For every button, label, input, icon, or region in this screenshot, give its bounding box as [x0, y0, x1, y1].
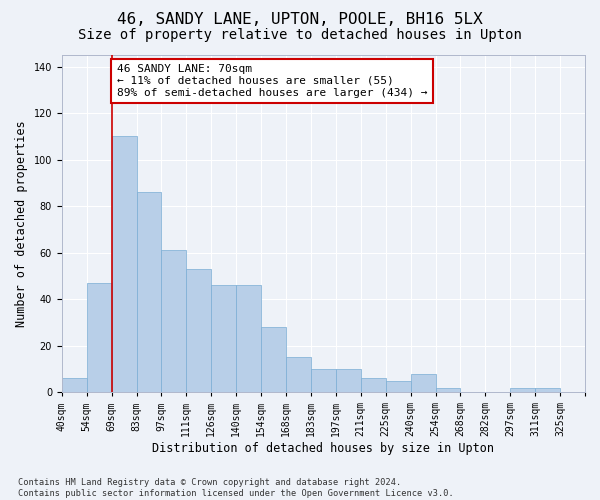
- Text: 46 SANDY LANE: 70sqm
← 11% of detached houses are smaller (55)
89% of semi-detac: 46 SANDY LANE: 70sqm ← 11% of detached h…: [116, 64, 427, 98]
- Bar: [62, 378, 86, 392]
- Bar: [211, 285, 236, 392]
- Bar: [86, 283, 112, 392]
- Bar: [236, 285, 261, 392]
- Bar: [361, 378, 386, 392]
- Bar: [336, 369, 361, 392]
- Bar: [386, 380, 410, 392]
- Bar: [286, 358, 311, 392]
- Text: Contains HM Land Registry data © Crown copyright and database right 2024.
Contai: Contains HM Land Registry data © Crown c…: [18, 478, 454, 498]
- X-axis label: Distribution of detached houses by size in Upton: Distribution of detached houses by size …: [152, 442, 494, 455]
- Bar: [187, 269, 211, 392]
- Bar: [112, 136, 137, 392]
- Y-axis label: Number of detached properties: Number of detached properties: [15, 120, 28, 327]
- Bar: [311, 369, 336, 392]
- Bar: [137, 192, 161, 392]
- Bar: [436, 388, 460, 392]
- Text: Size of property relative to detached houses in Upton: Size of property relative to detached ho…: [78, 28, 522, 42]
- Bar: [510, 388, 535, 392]
- Bar: [535, 388, 560, 392]
- Bar: [161, 250, 187, 392]
- Bar: [261, 327, 286, 392]
- Text: 46, SANDY LANE, UPTON, POOLE, BH16 5LX: 46, SANDY LANE, UPTON, POOLE, BH16 5LX: [117, 12, 483, 28]
- Bar: [410, 374, 436, 392]
